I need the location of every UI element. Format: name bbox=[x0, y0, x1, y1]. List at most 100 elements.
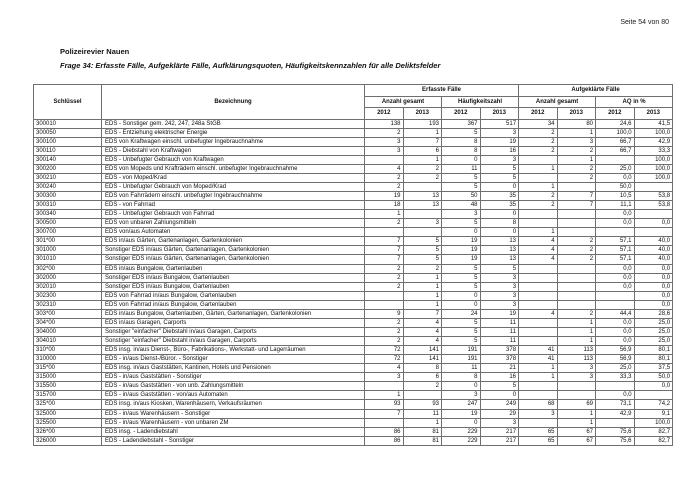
row-value: 69 bbox=[556, 399, 597, 410]
row-value: 378 bbox=[479, 354, 520, 365]
row-value: 0,0 bbox=[595, 335, 635, 347]
row-value: 48 bbox=[441, 200, 481, 211]
row-value: 3 bbox=[441, 209, 481, 220]
row-value: 4 bbox=[402, 335, 442, 347]
row-value: 68 bbox=[518, 399, 558, 410]
row-value: 1 bbox=[518, 181, 558, 193]
row-value: 0,0 bbox=[633, 299, 674, 310]
row-value: 3 bbox=[479, 154, 520, 165]
row-value: 11 bbox=[441, 363, 481, 374]
row-value: 34 bbox=[518, 118, 558, 129]
row-value: 56,9 bbox=[595, 345, 635, 356]
row-value: 5 bbox=[402, 254, 442, 265]
row-value: 100,0 bbox=[633, 127, 674, 138]
row-value: 3 bbox=[556, 363, 597, 374]
row-value: 2 bbox=[402, 381, 442, 392]
row-value: 8 bbox=[441, 136, 481, 147]
row-value: 67 bbox=[556, 435, 597, 446]
row-value bbox=[595, 417, 635, 428]
row-value: 7 bbox=[402, 136, 442, 147]
header-anzahl-gesamt-aufgeklaerte: Anzahl gesamt bbox=[518, 95, 597, 108]
row-value: 75,6 bbox=[595, 426, 635, 437]
row-value: 41,5 bbox=[633, 118, 674, 129]
row-value: 5 bbox=[479, 163, 520, 174]
row-description: Sonstiger EDS in/aus Gärten, Gartenanlag… bbox=[101, 245, 365, 256]
header-group-aufgeklaerte-faelle: Aufgeklärte Fälle bbox=[518, 84, 674, 97]
row-value bbox=[633, 209, 674, 220]
row-value bbox=[402, 209, 442, 220]
row-value bbox=[518, 154, 558, 165]
row-value: 100,0 bbox=[633, 172, 674, 183]
row-value: 3 bbox=[441, 390, 481, 401]
table-row: 326000 EDS - Ladendiebstahl - Sonstiger 86… bbox=[33, 435, 674, 446]
row-value: 0,0 bbox=[595, 218, 635, 229]
row-value: 81 bbox=[402, 426, 442, 437]
row-description: EDS - von Fahrrad bbox=[101, 200, 365, 211]
row-value: 11 bbox=[479, 317, 520, 328]
row-value: 72 bbox=[364, 345, 404, 356]
row-value: 50,0 bbox=[595, 181, 635, 193]
row-value: 229 bbox=[441, 426, 481, 437]
table-row: 300050 EDS - Entziehung elektrischer Ener… bbox=[33, 127, 674, 138]
row-key: 301*00 bbox=[33, 236, 102, 247]
row-value: 247 bbox=[441, 399, 481, 410]
row-key: 300050 bbox=[33, 127, 102, 138]
row-value: 1 bbox=[556, 408, 597, 419]
row-value bbox=[556, 381, 597, 392]
row-description: Sonstiger EDS in/aus Bungalow, Gartenlau… bbox=[101, 272, 365, 283]
row-value: 0,0 bbox=[595, 281, 635, 292]
row-value: 2 bbox=[518, 136, 558, 147]
row-value bbox=[518, 381, 558, 392]
row-description: EDS in/aus Bungalow, Gartenlauben, Gärte… bbox=[101, 308, 365, 319]
row-value: 5 bbox=[441, 172, 481, 183]
row-key: 302*00 bbox=[33, 263, 102, 274]
row-description: EDS - Ladendiebstahl - Sonstiger bbox=[101, 435, 365, 446]
table-row: 310*00 EDS insg. in/aus Dienst-, Büro-, F… bbox=[33, 345, 674, 356]
row-value: 0 bbox=[441, 227, 481, 238]
table-row: 315*00 EDS insg. in/aus Gaststätten, Kant… bbox=[33, 363, 674, 374]
row-value bbox=[556, 390, 597, 401]
row-value: 1 bbox=[364, 390, 404, 401]
table-row: 302310 EDS von Fahrrad in/aus Bungalow, G… bbox=[33, 299, 674, 310]
row-value: 86 bbox=[364, 426, 404, 437]
row-key: 325500 bbox=[33, 417, 102, 428]
row-value: 7 bbox=[364, 254, 404, 265]
header-haeufigkeitszahl: Häufigkeitszahl bbox=[440, 95, 520, 108]
row-value: 100,0 bbox=[633, 163, 674, 174]
row-description: EDS insg. in/aus Dienst-, Büro-, Fabrika… bbox=[101, 345, 365, 356]
row-key: 302010 bbox=[33, 281, 102, 292]
row-value: 66,7 bbox=[595, 145, 635, 156]
table-row: 315500 EDS - in/aus Gaststätten - von unb… bbox=[33, 381, 674, 392]
row-key: 300210 bbox=[33, 172, 102, 183]
table-row: 300700 EDS von/aus Automaten 0 0 1 bbox=[33, 227, 674, 238]
row-value: 2 bbox=[556, 308, 597, 319]
row-value: 7 bbox=[556, 200, 597, 211]
row-value: 67 bbox=[556, 426, 597, 437]
row-key: 300700 bbox=[33, 227, 102, 238]
row-value: 0,0 bbox=[595, 172, 635, 183]
row-value: 19 bbox=[479, 308, 520, 319]
row-value bbox=[518, 390, 558, 401]
table-row: 304*00 EDS in/aus Garagen, Carports 2 4 5 11 1… bbox=[33, 317, 674, 328]
row-value: 0,0 bbox=[595, 263, 635, 274]
row-value: 193 bbox=[402, 118, 442, 129]
row-value: 1 bbox=[556, 127, 597, 138]
row-key: 301010 bbox=[33, 254, 102, 265]
row-value: 75,6 bbox=[595, 435, 635, 446]
row-value: 80 bbox=[556, 118, 597, 129]
row-value: 7 bbox=[402, 308, 442, 319]
row-value: 113 bbox=[556, 354, 597, 365]
row-value bbox=[595, 299, 635, 310]
row-value: 100,0 bbox=[633, 154, 674, 165]
row-value: 2 bbox=[364, 326, 404, 338]
row-value: 0 bbox=[441, 381, 481, 392]
row-value: 0,0 bbox=[633, 218, 674, 229]
row-key: 302310 bbox=[33, 299, 102, 310]
row-description: EDS - Entziehung elektrischer Energie bbox=[101, 127, 365, 138]
header-year: 2013 bbox=[633, 107, 674, 120]
row-value bbox=[556, 218, 597, 229]
row-key: 300300 bbox=[33, 190, 102, 202]
row-value: 19 bbox=[441, 245, 481, 256]
row-value: 4 bbox=[402, 317, 442, 328]
row-description: EDS insg. - Ladendiebstahl bbox=[101, 426, 365, 437]
